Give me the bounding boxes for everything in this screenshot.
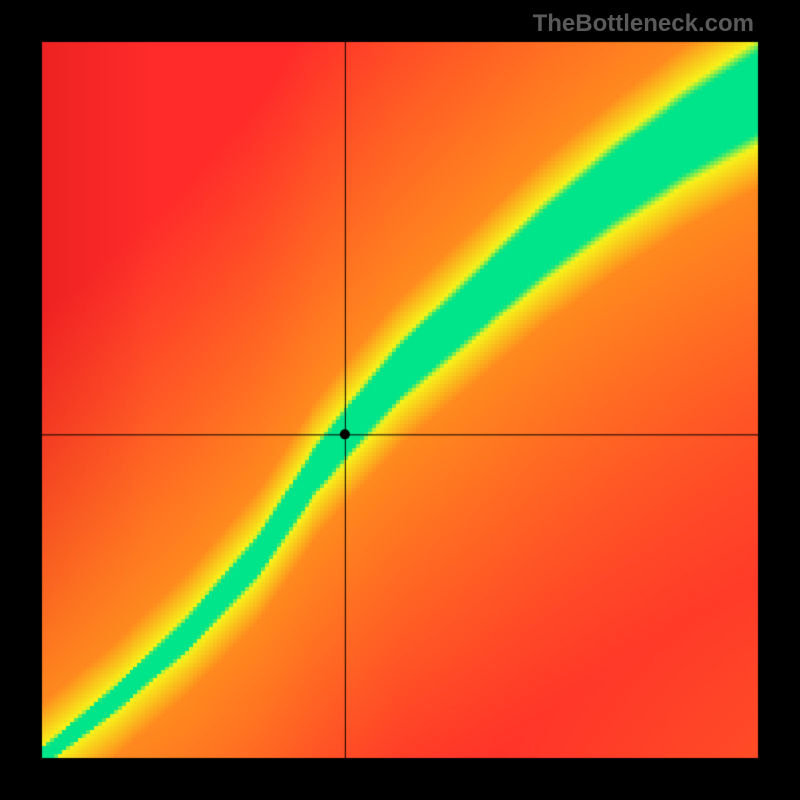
bottleneck-heatmap — [0, 0, 800, 800]
watermark-text: TheBottleneck.com — [533, 10, 754, 38]
chart-container: TheBottleneck.com — [0, 0, 800, 800]
